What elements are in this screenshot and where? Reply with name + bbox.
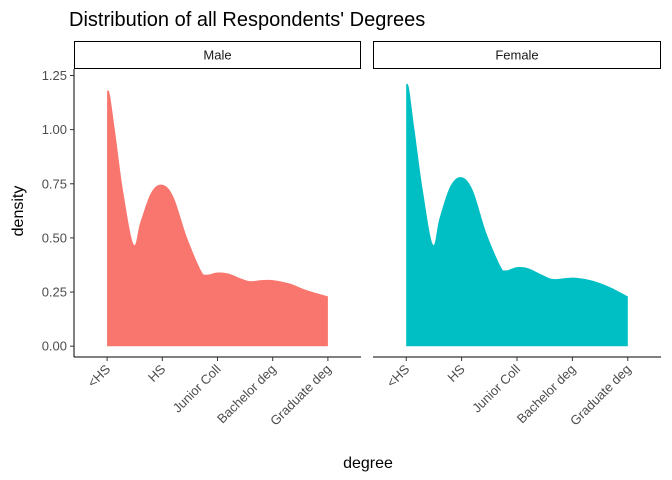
y-tick-label: 1.25	[42, 68, 67, 83]
density-area-female	[406, 83, 628, 347]
x-tick-label: Junior Coll	[170, 361, 224, 415]
y-tick-label: 0.75	[42, 176, 67, 191]
x-tick-label: HS	[444, 361, 468, 385]
x-tick-label: Junior Coll	[469, 361, 523, 415]
x-tick-label: HS	[145, 361, 169, 385]
y-tick-label: 0.00	[42, 339, 67, 354]
y-axis: 0.00 0.25 0.50 0.75 1.00 1.25	[42, 68, 75, 357]
facet-strip	[373, 41, 661, 69]
chart-title: Distribution of all Respondents' Degrees	[69, 9, 425, 31]
facet-strip-label: Male	[203, 48, 231, 63]
density-area-male	[107, 90, 328, 347]
facet-strip	[74, 41, 361, 69]
x-axis-title: degree	[343, 455, 393, 472]
x-tick-label: <HS	[384, 361, 413, 390]
y-tick-label: 0.25	[42, 285, 67, 300]
facet-strip-label: Female	[495, 48, 538, 63]
y-tick-label: 1.00	[42, 122, 67, 137]
y-tick-label: 0.50	[42, 230, 67, 245]
y-axis-title: density	[10, 186, 27, 237]
x-tick-label: <HS	[84, 361, 113, 390]
